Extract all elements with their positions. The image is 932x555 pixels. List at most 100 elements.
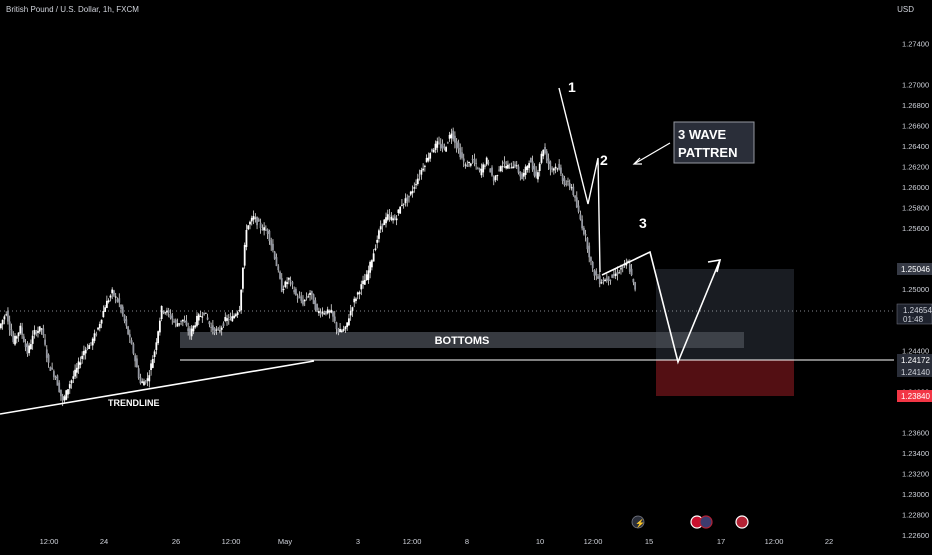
- price-tick-label: 1.26000: [902, 183, 929, 192]
- candle-body: [319, 313, 322, 315]
- candle-body: [346, 322, 349, 328]
- candle-body: [19, 325, 22, 334]
- candle-body: [47, 354, 50, 363]
- candle-body: [390, 216, 393, 220]
- candle-body: [545, 151, 548, 161]
- candle-body: [471, 158, 474, 160]
- candle-body: [67, 389, 69, 395]
- candle-body: [454, 135, 456, 143]
- us-flag-event-icon-2[interactable]: [735, 515, 749, 529]
- candle-body: [498, 169, 500, 171]
- candle-body: [507, 164, 509, 169]
- candle-body: [491, 167, 493, 176]
- pattern-callout-arrow[interactable]: [633, 142, 671, 165]
- candle-body: [169, 314, 172, 318]
- candle-body: [628, 264, 631, 272]
- candle-body: [166, 310, 168, 313]
- target-price-badge: 1.25046: [897, 263, 932, 275]
- candle-body: [551, 168, 553, 170]
- candle-body: [466, 164, 469, 167]
- candle-body: [233, 315, 235, 319]
- candle-body: [56, 375, 59, 386]
- projection-arrowhead: [707, 259, 722, 273]
- candle-body: [392, 218, 394, 221]
- candle-body: [323, 313, 326, 315]
- candle-body: [93, 333, 96, 341]
- candle-body: [60, 389, 62, 397]
- candle-body: [356, 292, 359, 295]
- lightning-event-icon[interactable]: [631, 515, 645, 529]
- candle-body: [478, 168, 481, 171]
- candle-body: [597, 276, 599, 279]
- price-tick-label: 1.26400: [902, 142, 929, 151]
- candle-body: [464, 164, 467, 166]
- candle-body: [588, 245, 591, 258]
- candle-body: [436, 141, 439, 148]
- bottoms-zone[interactable]: [180, 332, 744, 348]
- candle-body: [605, 278, 608, 281]
- candle-body: [91, 338, 94, 346]
- price-axis[interactable]: 1.27400 1.27000 1.26800 1.26600 1.26400 1.262…: [902, 40, 929, 540]
- candle-body: [602, 279, 605, 282]
- pattern-callout-box[interactable]: [673, 121, 755, 164]
- candle-body: [480, 168, 483, 176]
- candle-body: [445, 147, 447, 152]
- candle-body: [144, 380, 147, 383]
- candle-body: [83, 350, 85, 356]
- candle-body: [432, 149, 435, 153]
- candle-body: [600, 282, 603, 284]
- candle-body: [266, 229, 269, 235]
- time-tick-label: 22: [825, 537, 833, 546]
- candle-body: [49, 367, 52, 371]
- plot-area[interactable]: 1 2 3 3 WAVE PATTREN BOTTOMS TRENDLINE: [0, 79, 894, 415]
- candle-body: [12, 335, 15, 343]
- candle-body: [14, 335, 16, 345]
- candle-body: [107, 300, 110, 303]
- candle-body: [100, 319, 103, 324]
- candle-body: [409, 191, 412, 195]
- candle-body: [574, 195, 576, 198]
- candle-body: [593, 269, 596, 276]
- candle-body: [512, 166, 515, 169]
- stop-zone[interactable]: [656, 360, 794, 396]
- candle-body: [455, 140, 458, 148]
- event-icons[interactable]: ⚡: [631, 515, 749, 529]
- candle-body: [552, 168, 555, 171]
- candle-body: [264, 229, 267, 231]
- candle-body: [275, 257, 278, 267]
- candle-body: [524, 166, 527, 175]
- us-flag-event-icon-1[interactable]: [699, 515, 713, 529]
- trendline[interactable]: [0, 360, 315, 415]
- candle-body: [475, 163, 478, 165]
- candle-body: [482, 164, 485, 173]
- candle-body: [282, 289, 285, 291]
- candle-body: [439, 144, 442, 149]
- candle-body: [544, 146, 546, 154]
- wave-outline[interactable]: [558, 87, 601, 273]
- candle-body: [263, 227, 266, 231]
- candle-body: [353, 298, 356, 303]
- candle-body: [150, 363, 152, 371]
- projection-path[interactable]: [601, 250, 721, 365]
- candle-body: [201, 316, 204, 318]
- candle-body: [348, 318, 350, 326]
- pattern-callout-line1: 3 WAVE: [678, 127, 726, 142]
- price-tick-label: 1.22600: [902, 531, 929, 540]
- candle-body: [595, 271, 598, 276]
- candle-body: [226, 318, 228, 321]
- candle-body: [127, 326, 129, 335]
- candle-body: [586, 237, 589, 250]
- time-axis[interactable]: 12:00 24 26 12:00 May 3 12:00 8 10 12:00 15 17 12:00…: [40, 537, 834, 546]
- candle-body: [484, 165, 486, 167]
- candle-body: [75, 367, 78, 373]
- candle-body: [630, 268, 633, 276]
- time-tick-label: 12:00: [222, 537, 241, 546]
- candle-body: [250, 217, 253, 222]
- pattern-callout-arrowhead: [632, 157, 642, 165]
- candle-body: [461, 152, 463, 158]
- candle-body: [15, 336, 18, 339]
- candle-body: [141, 381, 144, 383]
- candle-body: [496, 175, 499, 177]
